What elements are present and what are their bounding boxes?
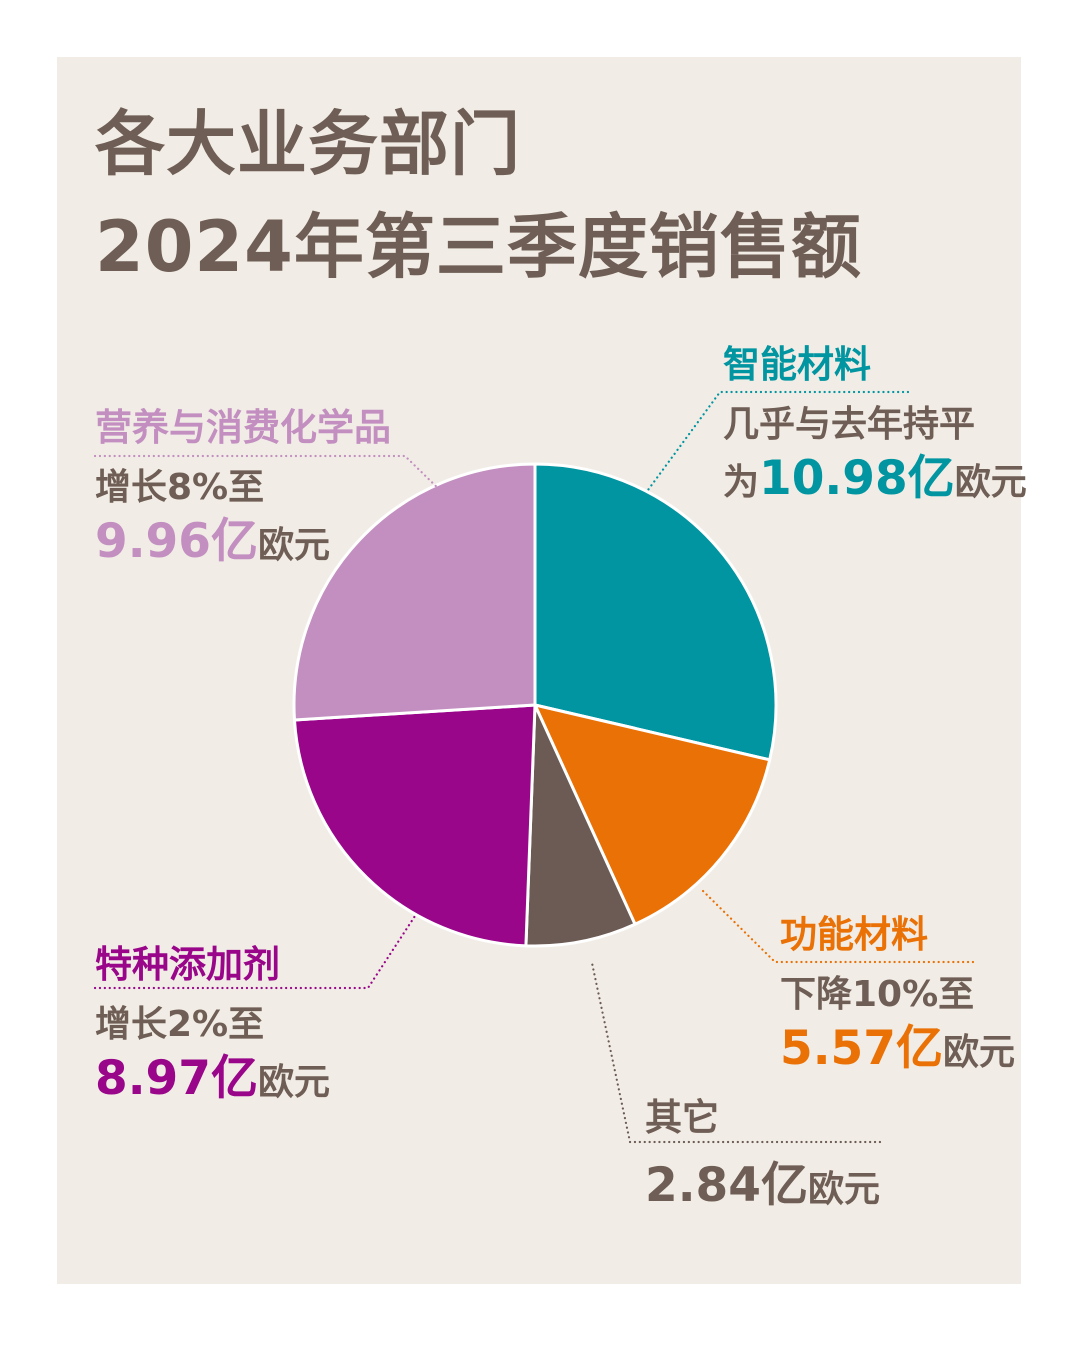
change-note: 增长2%至 xyxy=(95,1004,265,1045)
pie-slice-smart-materials xyxy=(533,462,778,762)
value-suffix: 欧元 xyxy=(257,1062,330,1103)
category-label: 营养与消费化学品 xyxy=(95,406,391,449)
pie-slice-nutrition-consumer-chemicals xyxy=(292,462,537,722)
change-note: 增长8%至 xyxy=(95,467,265,508)
leader-nutrition-consumer-chemicals xyxy=(93,454,447,497)
value-suffix: 欧元 xyxy=(954,462,1027,503)
pie-slice-others xyxy=(524,703,637,948)
value-suffix: 欧元 xyxy=(942,1032,1015,1073)
category-label: 功能材料 xyxy=(780,913,928,956)
leader-others xyxy=(590,961,882,1144)
value-line: 5.57亿 欧元 xyxy=(780,1023,1015,1075)
value-number: 5.57亿 xyxy=(780,1021,943,1076)
pie-slices-group xyxy=(292,462,778,948)
callout-functional-materials: 功能材料 下降10%至 5.57亿 欧元 xyxy=(780,915,1015,1075)
category-label: 其它 xyxy=(645,1096,719,1139)
value-line: 2.84亿 欧元 xyxy=(645,1160,880,1212)
value-number: 2.84亿 xyxy=(645,1158,808,1213)
chart-title-line1: 各大业务部门 xyxy=(95,103,521,185)
callout-specialty-additives: 特种添加剂 增长2%至 8.97亿 欧元 xyxy=(95,945,330,1105)
value-number: 9.96亿 xyxy=(95,514,258,569)
category-label: 智能材料 xyxy=(723,343,871,386)
change-note: 几乎与去年持平 xyxy=(723,404,976,445)
callout-others: 其它 2.84亿 欧元 xyxy=(645,1098,880,1212)
value-line: 8.97亿 欧元 xyxy=(95,1053,330,1105)
pie-slice-functional-materials xyxy=(533,703,772,926)
change-note: 下降10%至 xyxy=(780,974,975,1015)
chart-title: 各大业务部门 2024年第三季度销售额 xyxy=(95,93,862,299)
chart-title-line2: 2024年第三季度销售额 xyxy=(95,206,862,288)
value-suffix: 欧元 xyxy=(257,525,330,566)
value-line: 9.96亿 欧元 xyxy=(95,516,391,568)
callout-smart-materials: 智能材料 几乎与去年持平 为 10.98亿 欧元 xyxy=(723,345,1027,505)
value-number: 10.98亿 xyxy=(759,451,955,506)
infographic-card: 各大业务部门 2024年第三季度销售额 智能材料 几乎与去年持平 为 10.98… xyxy=(57,57,1027,1284)
value-number: 8.97亿 xyxy=(95,1051,258,1106)
pie-slice-specialty-additives xyxy=(292,703,537,948)
callout-nutrition-consumer-chemicals: 营养与消费化学品 增长8%至 9.96亿 欧元 xyxy=(95,408,391,568)
pie-chart xyxy=(93,390,975,1144)
leader-smart-materials xyxy=(646,390,910,492)
value-suffix: 欧元 xyxy=(807,1169,880,1210)
value-prefix: 为 xyxy=(723,462,760,503)
value-line: 为 10.98亿 欧元 xyxy=(723,453,1027,505)
category-label: 特种添加剂 xyxy=(95,943,280,986)
